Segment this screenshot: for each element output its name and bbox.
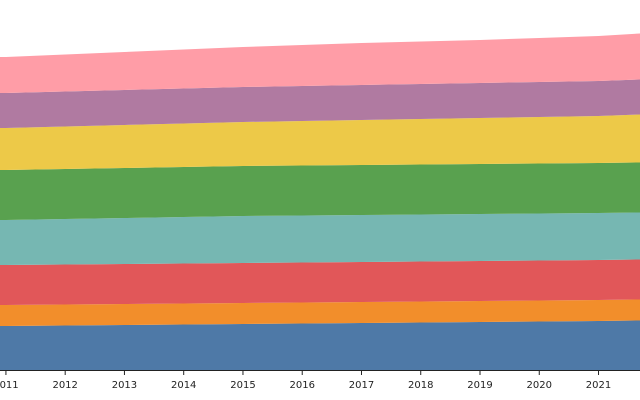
area-series-group [0,33,640,370]
x-tick-label: 2019 [467,380,492,391]
x-tick-label: 2020 [527,380,552,391]
x-tick-label: 2014 [171,380,196,391]
x-tick-label: 2012 [52,380,77,391]
x-tick-label: 2021 [586,380,611,391]
area-series-7 [0,79,640,128]
area-series-8 [0,33,640,93]
x-tick-label: 2013 [112,380,137,391]
x-axis: 2011 2012 2013 2014 2015 2016 2017 2018 2019 2020… [0,370,640,391]
area-series-5 [0,162,640,220]
x-tick-label: 2017 [349,380,374,391]
area-series-1 [0,320,640,370]
x-tick-label: 2018 [408,380,433,391]
area-series-6 [0,114,640,170]
area-series-3 [0,259,640,305]
area-series-2 [0,299,640,326]
x-tick-label: 2015 [230,380,255,391]
area-series-4 [0,212,640,265]
x-tick-label: 2016 [289,380,314,391]
x-tick-label: 2011 [0,380,19,391]
